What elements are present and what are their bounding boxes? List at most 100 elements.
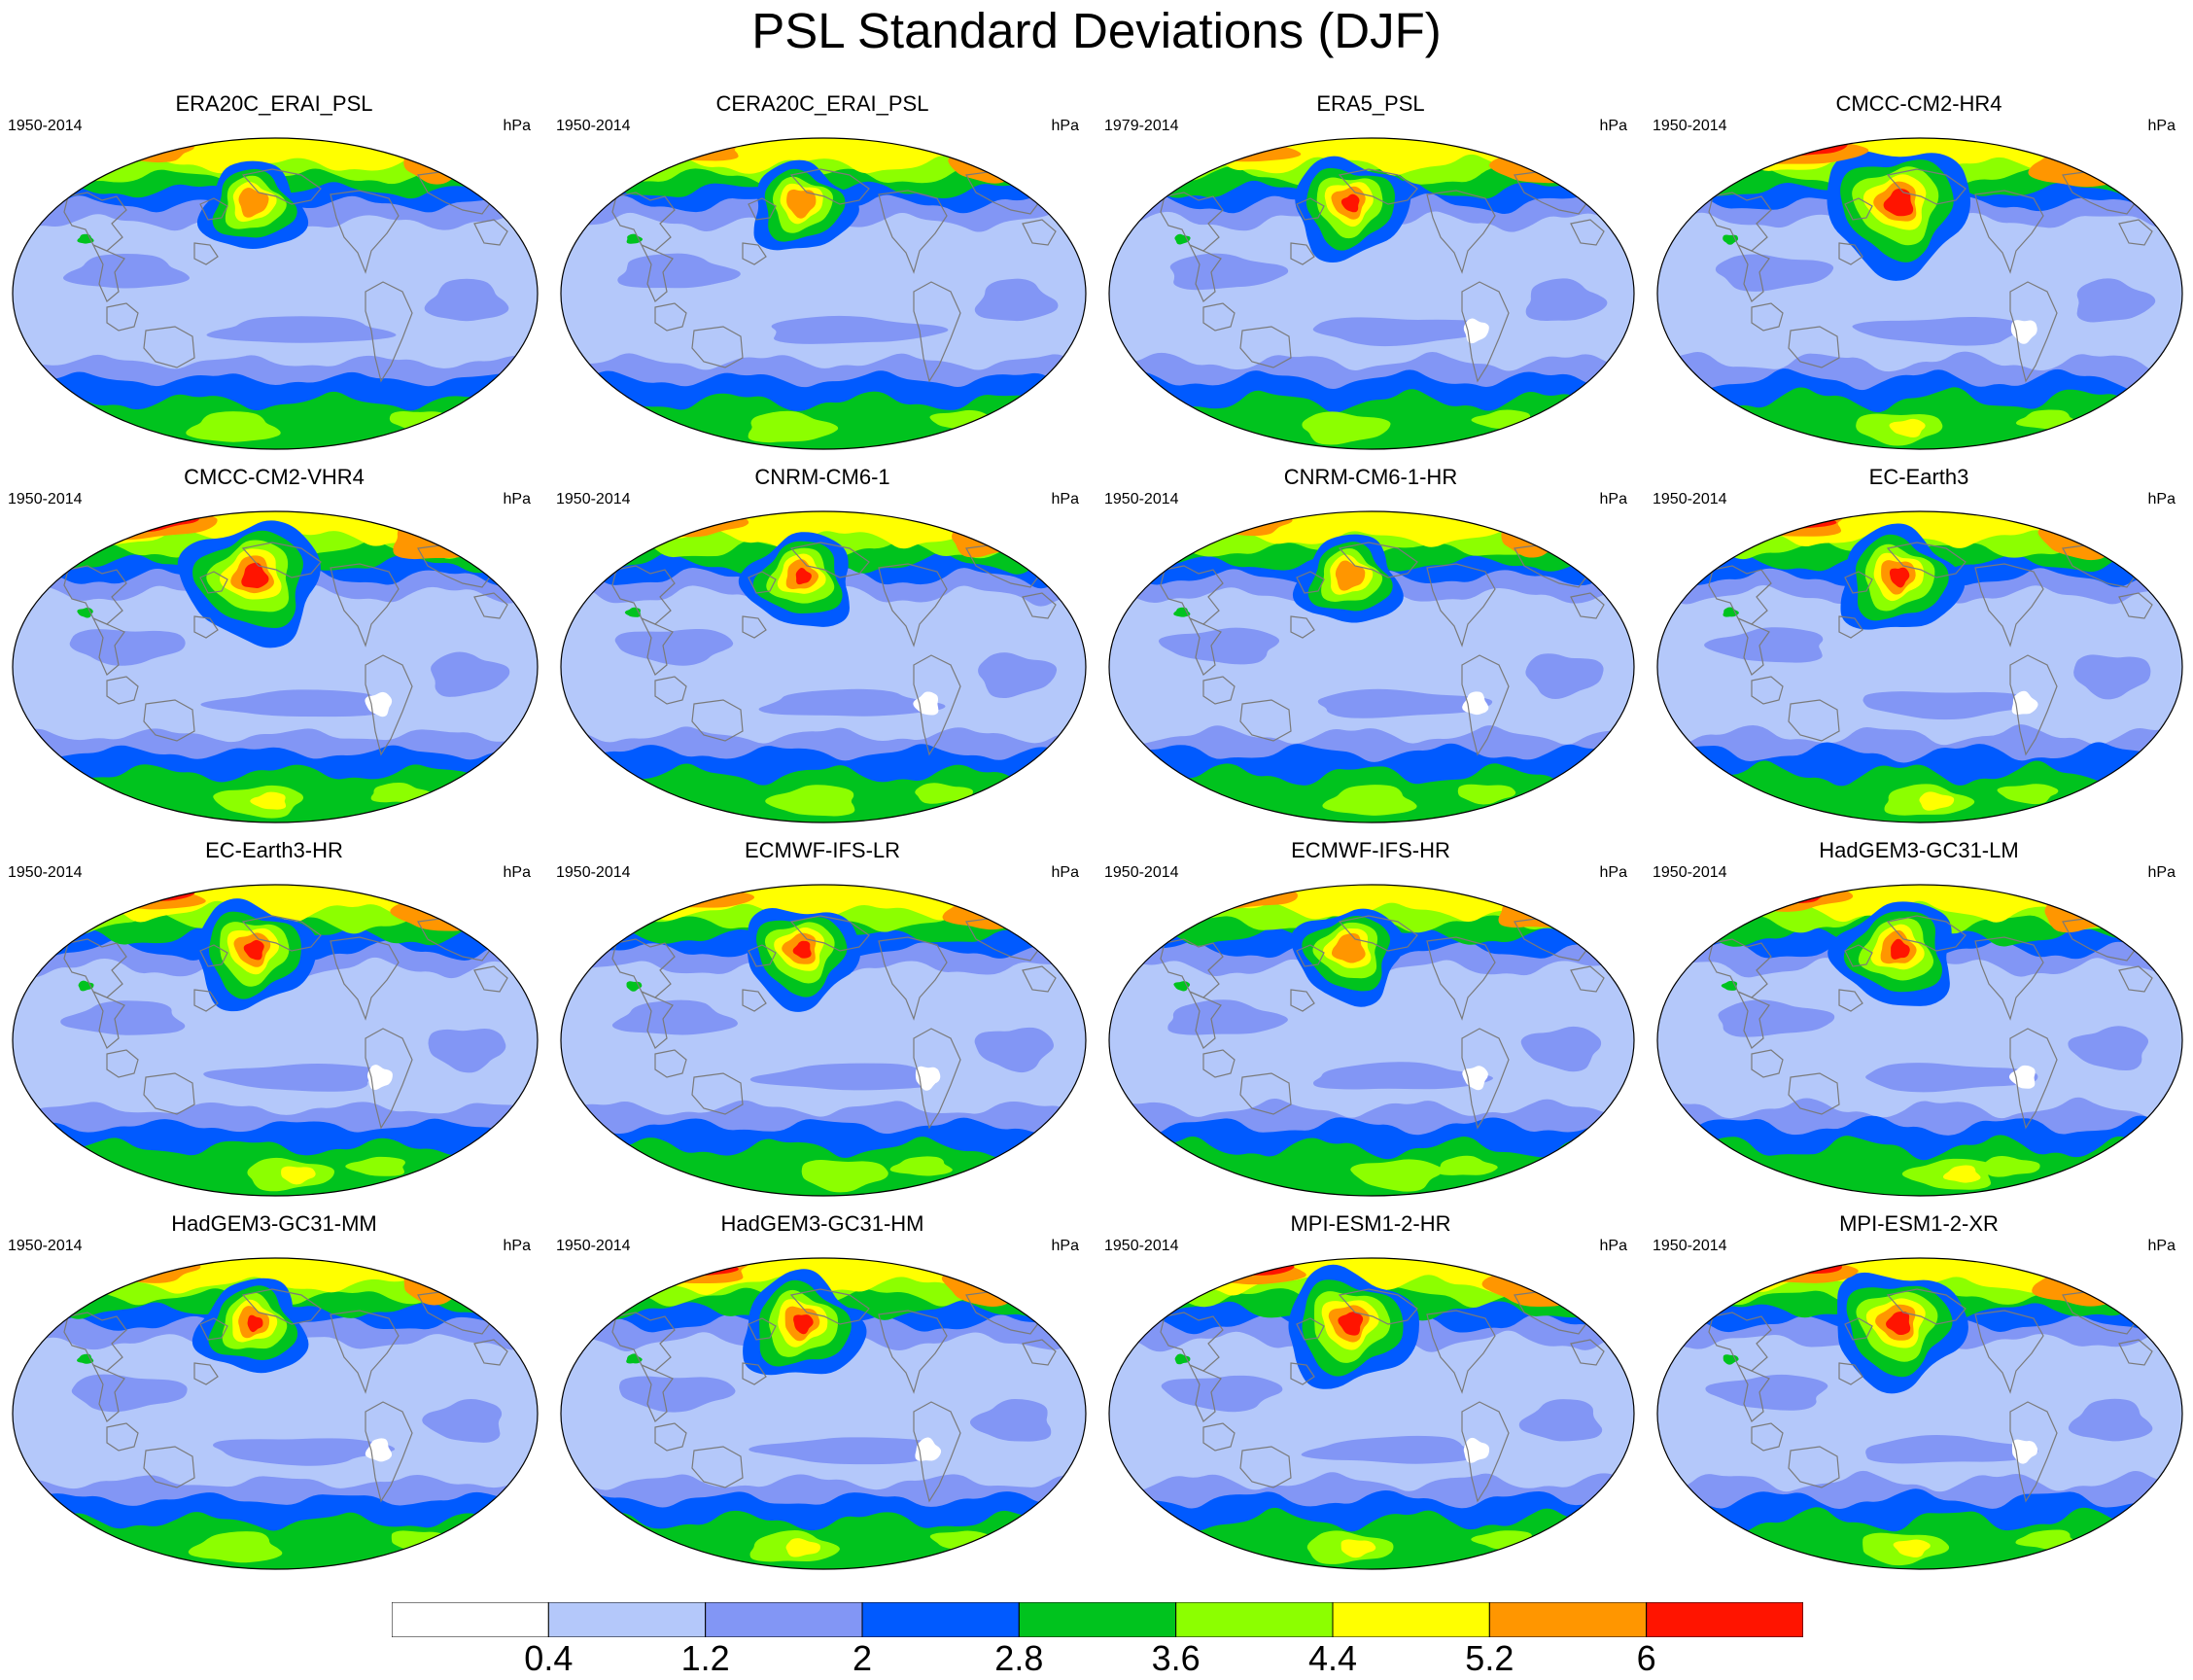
contour-fill xyxy=(644,1258,739,1276)
coastline xyxy=(1708,565,1772,625)
coastline xyxy=(748,571,777,594)
contour-fill xyxy=(785,1538,820,1558)
map-panel: HadGEM3-GC31-MM 1950-2014 hPa xyxy=(0,1211,548,1585)
coastline xyxy=(1736,616,1770,676)
coastline xyxy=(2118,965,2153,993)
coastline xyxy=(654,302,687,332)
panel-title: ECMWF-IFS-LR xyxy=(744,838,901,862)
panel-period: 1950-2014 xyxy=(8,864,83,881)
coastline xyxy=(1844,1317,1873,1341)
coastline xyxy=(748,1317,777,1341)
colorbar xyxy=(392,1602,1803,1637)
coastline xyxy=(1188,1363,1222,1422)
coastline xyxy=(473,219,508,246)
contour-fill xyxy=(611,999,738,1035)
colorbar-swatch xyxy=(861,1602,1020,1637)
coastline xyxy=(742,242,767,265)
contour-fill xyxy=(1331,932,1366,963)
colorbar-swatch xyxy=(1018,1602,1177,1637)
globe-outline xyxy=(560,1257,1087,1570)
contour-fill xyxy=(1174,1353,1191,1365)
contour-fill xyxy=(1322,785,1417,816)
map-panel: CMCC-CM2-HR4 1950-2014 hPa xyxy=(1645,91,2193,465)
panel-title: EC-Earth3 xyxy=(1868,465,1969,489)
contour-fill xyxy=(2071,521,2111,542)
map-plot xyxy=(560,137,1087,450)
coastline xyxy=(63,565,127,625)
coastline xyxy=(913,1401,961,1503)
contour-fill xyxy=(247,1314,263,1333)
coastline xyxy=(473,1339,508,1366)
coastline xyxy=(106,302,139,332)
coastline xyxy=(1461,281,1510,383)
contour-fill xyxy=(1893,1539,1931,1558)
panel-title: HadGEM3-GC31-MM xyxy=(171,1211,377,1236)
contour-fill xyxy=(915,783,973,804)
coastline xyxy=(193,615,219,639)
map-plot xyxy=(12,137,539,450)
coastline xyxy=(1022,592,1057,619)
panel-title: CMCC-CM2-HR4 xyxy=(1835,91,2002,116)
coastline xyxy=(1160,1312,1224,1372)
colorbar-swatch xyxy=(1175,1602,1334,1637)
coastline xyxy=(2009,1028,2058,1130)
coastline xyxy=(1886,915,1967,952)
contour-fill xyxy=(748,1437,933,1465)
contour-fill xyxy=(1340,193,1360,213)
figure-title: PSL Standard Deviations (DJF) xyxy=(751,3,1442,58)
contour-fill xyxy=(62,254,191,289)
coastline xyxy=(878,1310,948,1394)
map-panel: ECMWF-IFS-LR 1950-2014 hPa xyxy=(548,838,1096,1211)
globe-outline xyxy=(560,137,1087,450)
contour-fill xyxy=(1463,318,1489,344)
coastline xyxy=(913,1028,961,1130)
coastline xyxy=(1022,219,1057,246)
coastline xyxy=(789,1288,870,1325)
coastline xyxy=(1886,542,1967,578)
coastline xyxy=(691,699,744,742)
coastline xyxy=(365,281,413,383)
coastline xyxy=(1290,989,1315,1012)
coastline xyxy=(789,915,870,952)
globe-outline xyxy=(1108,1257,1635,1570)
coastline xyxy=(691,1072,744,1115)
contour-fill xyxy=(1883,188,1914,217)
panel-period: 1950-2014 xyxy=(1104,491,1179,508)
coastline xyxy=(1570,965,1605,993)
colorbar-tick-label: 2 xyxy=(852,1638,873,1678)
contour-fill xyxy=(974,1268,1015,1288)
coastline xyxy=(106,1049,139,1078)
contour-fill xyxy=(969,1399,1052,1442)
coastline xyxy=(1461,654,1510,756)
coastline xyxy=(143,326,195,368)
coastline xyxy=(2009,1401,2058,1503)
panel-units: hPa xyxy=(1051,1238,1079,1254)
contour-fill xyxy=(188,1531,283,1563)
contour-fill xyxy=(2044,891,2126,933)
coastline xyxy=(1426,563,1496,648)
contour-fill xyxy=(393,513,490,560)
panel-period: 1950-2014 xyxy=(8,1238,83,1254)
globe-outline xyxy=(1656,137,2183,450)
coastline xyxy=(611,938,676,998)
contour-fill xyxy=(2028,140,2135,188)
contour-fill xyxy=(1942,1165,1981,1183)
coastline xyxy=(1022,965,1057,993)
contour-fill xyxy=(1521,1267,1564,1291)
map-plot xyxy=(12,1257,539,1570)
contour-fill xyxy=(915,1437,942,1461)
coastline xyxy=(654,676,687,705)
coastline xyxy=(91,990,125,1049)
map-panel: CMCC-CM2-VHR4 1950-2014 hPa xyxy=(0,465,548,838)
colorbar-tick-label: 5.2 xyxy=(1465,1638,1514,1678)
contour-fill xyxy=(1889,418,1926,438)
coastline xyxy=(691,326,744,368)
contour-fill xyxy=(748,410,839,443)
contour-fill xyxy=(978,652,1058,699)
contour-fill xyxy=(1889,567,1910,588)
contour-fill xyxy=(1997,784,2059,805)
contour-fill xyxy=(1740,511,1837,529)
contour-fill xyxy=(1181,138,1302,162)
coastline xyxy=(789,168,870,205)
coastline xyxy=(611,192,676,252)
